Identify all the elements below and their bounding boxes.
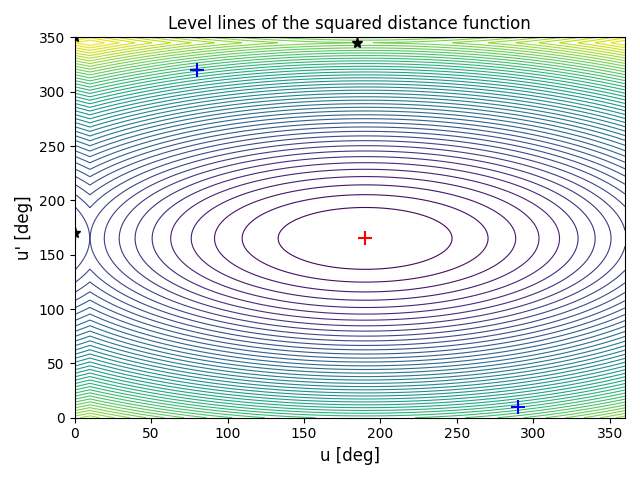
Title: Level lines of the squared distance function: Level lines of the squared distance func…	[168, 15, 531, 33]
Y-axis label: u' [deg]: u' [deg]	[15, 195, 33, 260]
X-axis label: u [deg]: u [deg]	[320, 447, 380, 465]
